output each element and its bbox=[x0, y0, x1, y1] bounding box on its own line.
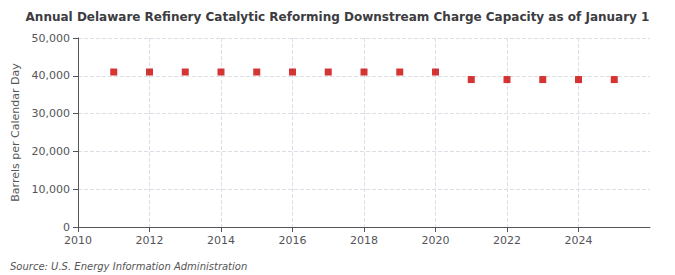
svg-text:10,000: 10,000 bbox=[32, 183, 71, 196]
svg-text:Source: U.S. Energy Informatio: Source: U.S. Energy Information Administ… bbox=[10, 261, 247, 272]
svg-text:2018: 2018 bbox=[350, 234, 378, 247]
svg-text:2010: 2010 bbox=[64, 234, 92, 247]
svg-text:30,000: 30,000 bbox=[32, 107, 71, 120]
svg-text:40,000: 40,000 bbox=[32, 69, 71, 82]
svg-text:2020: 2020 bbox=[422, 234, 450, 247]
svg-text:20,000: 20,000 bbox=[32, 145, 71, 158]
svg-text:Annual Delaware Refinery Catal: Annual Delaware Refinery Catalytic Refor… bbox=[26, 10, 650, 24]
svg-text:50,000: 50,000 bbox=[32, 32, 71, 45]
svg-text:Barrels per Calendar Day: Barrels per Calendar Day bbox=[9, 63, 22, 202]
svg-text:0: 0 bbox=[63, 221, 70, 234]
svg-text:2022: 2022 bbox=[493, 234, 521, 247]
svg-text:2012: 2012 bbox=[136, 234, 164, 247]
svg-text:2014: 2014 bbox=[207, 234, 235, 247]
svg-text:2016: 2016 bbox=[279, 234, 307, 247]
svg-text:2024: 2024 bbox=[565, 234, 593, 247]
